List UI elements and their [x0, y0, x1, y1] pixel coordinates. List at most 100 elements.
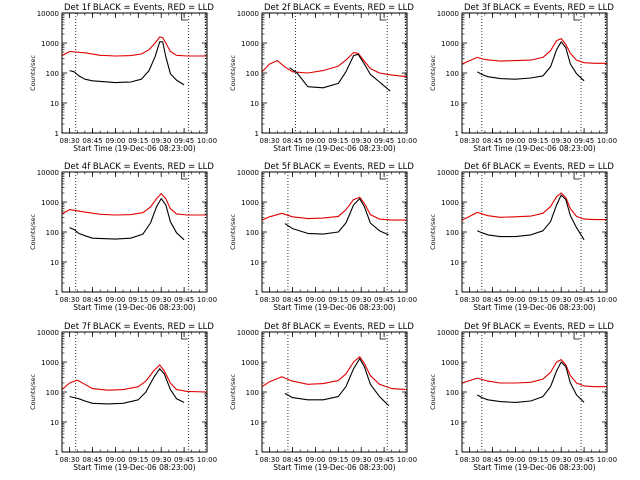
- x-tick-label: 10:00: [397, 456, 417, 464]
- y-tick-label: 10000: [37, 169, 59, 177]
- plot-frame: [261, 171, 408, 293]
- y-tick-label: 10000: [437, 10, 459, 18]
- chart-title: Det 7f BLACK = Events, RED = LLD: [64, 322, 214, 332]
- y-tick-label: 1: [455, 289, 459, 297]
- y-tick-label: 100: [246, 70, 259, 78]
- x-tick-label: 09:45: [574, 296, 594, 304]
- x-tick-label: 08:45: [482, 296, 502, 304]
- y-tick-label: 10: [450, 100, 459, 108]
- y-tick-label: 1: [55, 130, 59, 138]
- chart-title: Det 1f BLACK = Events, RED = LLD: [64, 3, 214, 13]
- chart-title: Det 4f BLACK = Events, RED = LLD: [64, 162, 214, 172]
- x-tick-label: 09:30: [351, 296, 371, 304]
- y-tick-label: 10000: [37, 10, 59, 18]
- range-bracket: [379, 13, 387, 21]
- plot-frame: [61, 331, 208, 453]
- y-tick-label: 1000: [441, 40, 459, 48]
- y-axis-label: Counts/sec: [229, 374, 237, 410]
- chart-title: Det 6f BLACK = Events, RED = LLD: [464, 162, 614, 172]
- x-tick-label: 08:45: [482, 456, 502, 464]
- x-tick-label: 09:30: [351, 137, 371, 145]
- x-tick-label: 09:45: [174, 456, 194, 464]
- chart-title: Det 8f BLACK = Events, RED = LLD: [264, 322, 414, 332]
- x-tick-label: 08:45: [82, 137, 102, 145]
- x-tick-label: 09:45: [374, 137, 394, 145]
- x-tick-label: 09:00: [105, 296, 125, 304]
- y-tick-label: 1000: [41, 40, 59, 48]
- y-tick-label: 10: [250, 100, 259, 108]
- y-tick-label: 1: [255, 289, 259, 297]
- y-tick-label: 100: [446, 229, 459, 237]
- plot-frame: [461, 331, 608, 453]
- plot-frame: [61, 171, 208, 293]
- x-tick-label: 08:45: [282, 296, 302, 304]
- x-tick-label: 10:00: [597, 296, 617, 304]
- range-bracket: [573, 172, 581, 180]
- series-lld-line: [461, 192, 607, 221]
- x-tick-label: 09:00: [305, 296, 325, 304]
- y-tick-label: 100: [446, 70, 459, 78]
- plot-frame: [261, 331, 408, 453]
- x-tick-label: 10:00: [597, 456, 617, 464]
- x-tick-label: 08:30: [260, 456, 280, 464]
- series-lld-line: [261, 52, 408, 78]
- y-tick-label: 100: [246, 389, 259, 397]
- x-tick-label: 08:45: [482, 137, 502, 145]
- x-tick-label: 09:30: [551, 296, 571, 304]
- x-tick-label: 09:45: [174, 296, 194, 304]
- range-bracket: [181, 332, 188, 340]
- y-tick-label: 100: [246, 229, 259, 237]
- x-tick-label: 09:30: [151, 296, 171, 304]
- y-tick-label: 10: [50, 419, 59, 427]
- x-tick-label: 09:00: [305, 137, 325, 145]
- series-events-line: [477, 361, 585, 403]
- x-tick-label: 09:15: [528, 137, 548, 145]
- x-tick-label: 09:00: [105, 137, 125, 145]
- panel-det-1: Det 1f BLACK = Events, RED = LLD 1 10 100 10…: [29, 3, 217, 153]
- x-tick-label: 09:15: [128, 296, 148, 304]
- x-tick-label: 08:30: [60, 296, 80, 304]
- series-events-line: [477, 194, 585, 241]
- range-bracket: [379, 172, 387, 180]
- x-tick-label: 10:00: [397, 137, 417, 145]
- y-tick-label: 10: [450, 259, 459, 267]
- y-tick-label: 1: [55, 289, 59, 297]
- x-tick-label: 09:30: [551, 456, 571, 464]
- range-bracket: [573, 13, 581, 21]
- panel-det-7: Det 7f BLACK = Events, RED = LLD 1 10 100 10…: [29, 322, 217, 472]
- x-tick-label: 09:45: [374, 296, 394, 304]
- y-axis-label: Counts/sec: [29, 374, 37, 410]
- y-tick-label: 10: [50, 259, 59, 267]
- x-tick-label: 08:30: [460, 137, 480, 145]
- x-tick-label: 09:15: [528, 296, 548, 304]
- x-tick-label: 09:30: [351, 456, 371, 464]
- y-tick-label: 10: [250, 259, 259, 267]
- plot-frame: [461, 171, 608, 293]
- chart-title: Det 2f BLACK = Events, RED = LLD: [264, 3, 414, 13]
- range-bracket: [573, 332, 581, 340]
- x-tick-label: 08:30: [60, 456, 80, 464]
- x-tick-label: 08:45: [282, 456, 302, 464]
- x-tick-label: 08:30: [260, 137, 280, 145]
- y-tick-label: 1000: [241, 359, 259, 367]
- x-tick-label: 08:45: [82, 296, 102, 304]
- y-tick-label: 10: [450, 419, 459, 427]
- series-lld-line: [261, 196, 407, 221]
- y-tick-label: 10000: [237, 329, 259, 337]
- y-axis-label: Counts/sec: [229, 55, 237, 91]
- x-tick-label: 08:30: [460, 456, 480, 464]
- series-events-line: [284, 198, 389, 236]
- x-tick-label: 09:15: [328, 456, 348, 464]
- range-bracket: [181, 13, 188, 21]
- y-tick-label: 10: [50, 100, 59, 108]
- series-lld-line: [461, 38, 607, 65]
- y-tick-label: 1: [255, 130, 259, 138]
- x-tick-label: 08:30: [460, 296, 480, 304]
- x-tick-label: 10:00: [197, 137, 217, 145]
- y-tick-label: 100: [46, 389, 59, 397]
- series-lld-line: [461, 359, 607, 388]
- y-tick-label: 1: [455, 449, 459, 457]
- panel-det-5: Det 5f BLACK = Events, RED = LLD 1 10 100 10…: [229, 162, 417, 312]
- y-axis-label: Counts/sec: [29, 214, 37, 250]
- x-tick-label: 09:00: [305, 456, 325, 464]
